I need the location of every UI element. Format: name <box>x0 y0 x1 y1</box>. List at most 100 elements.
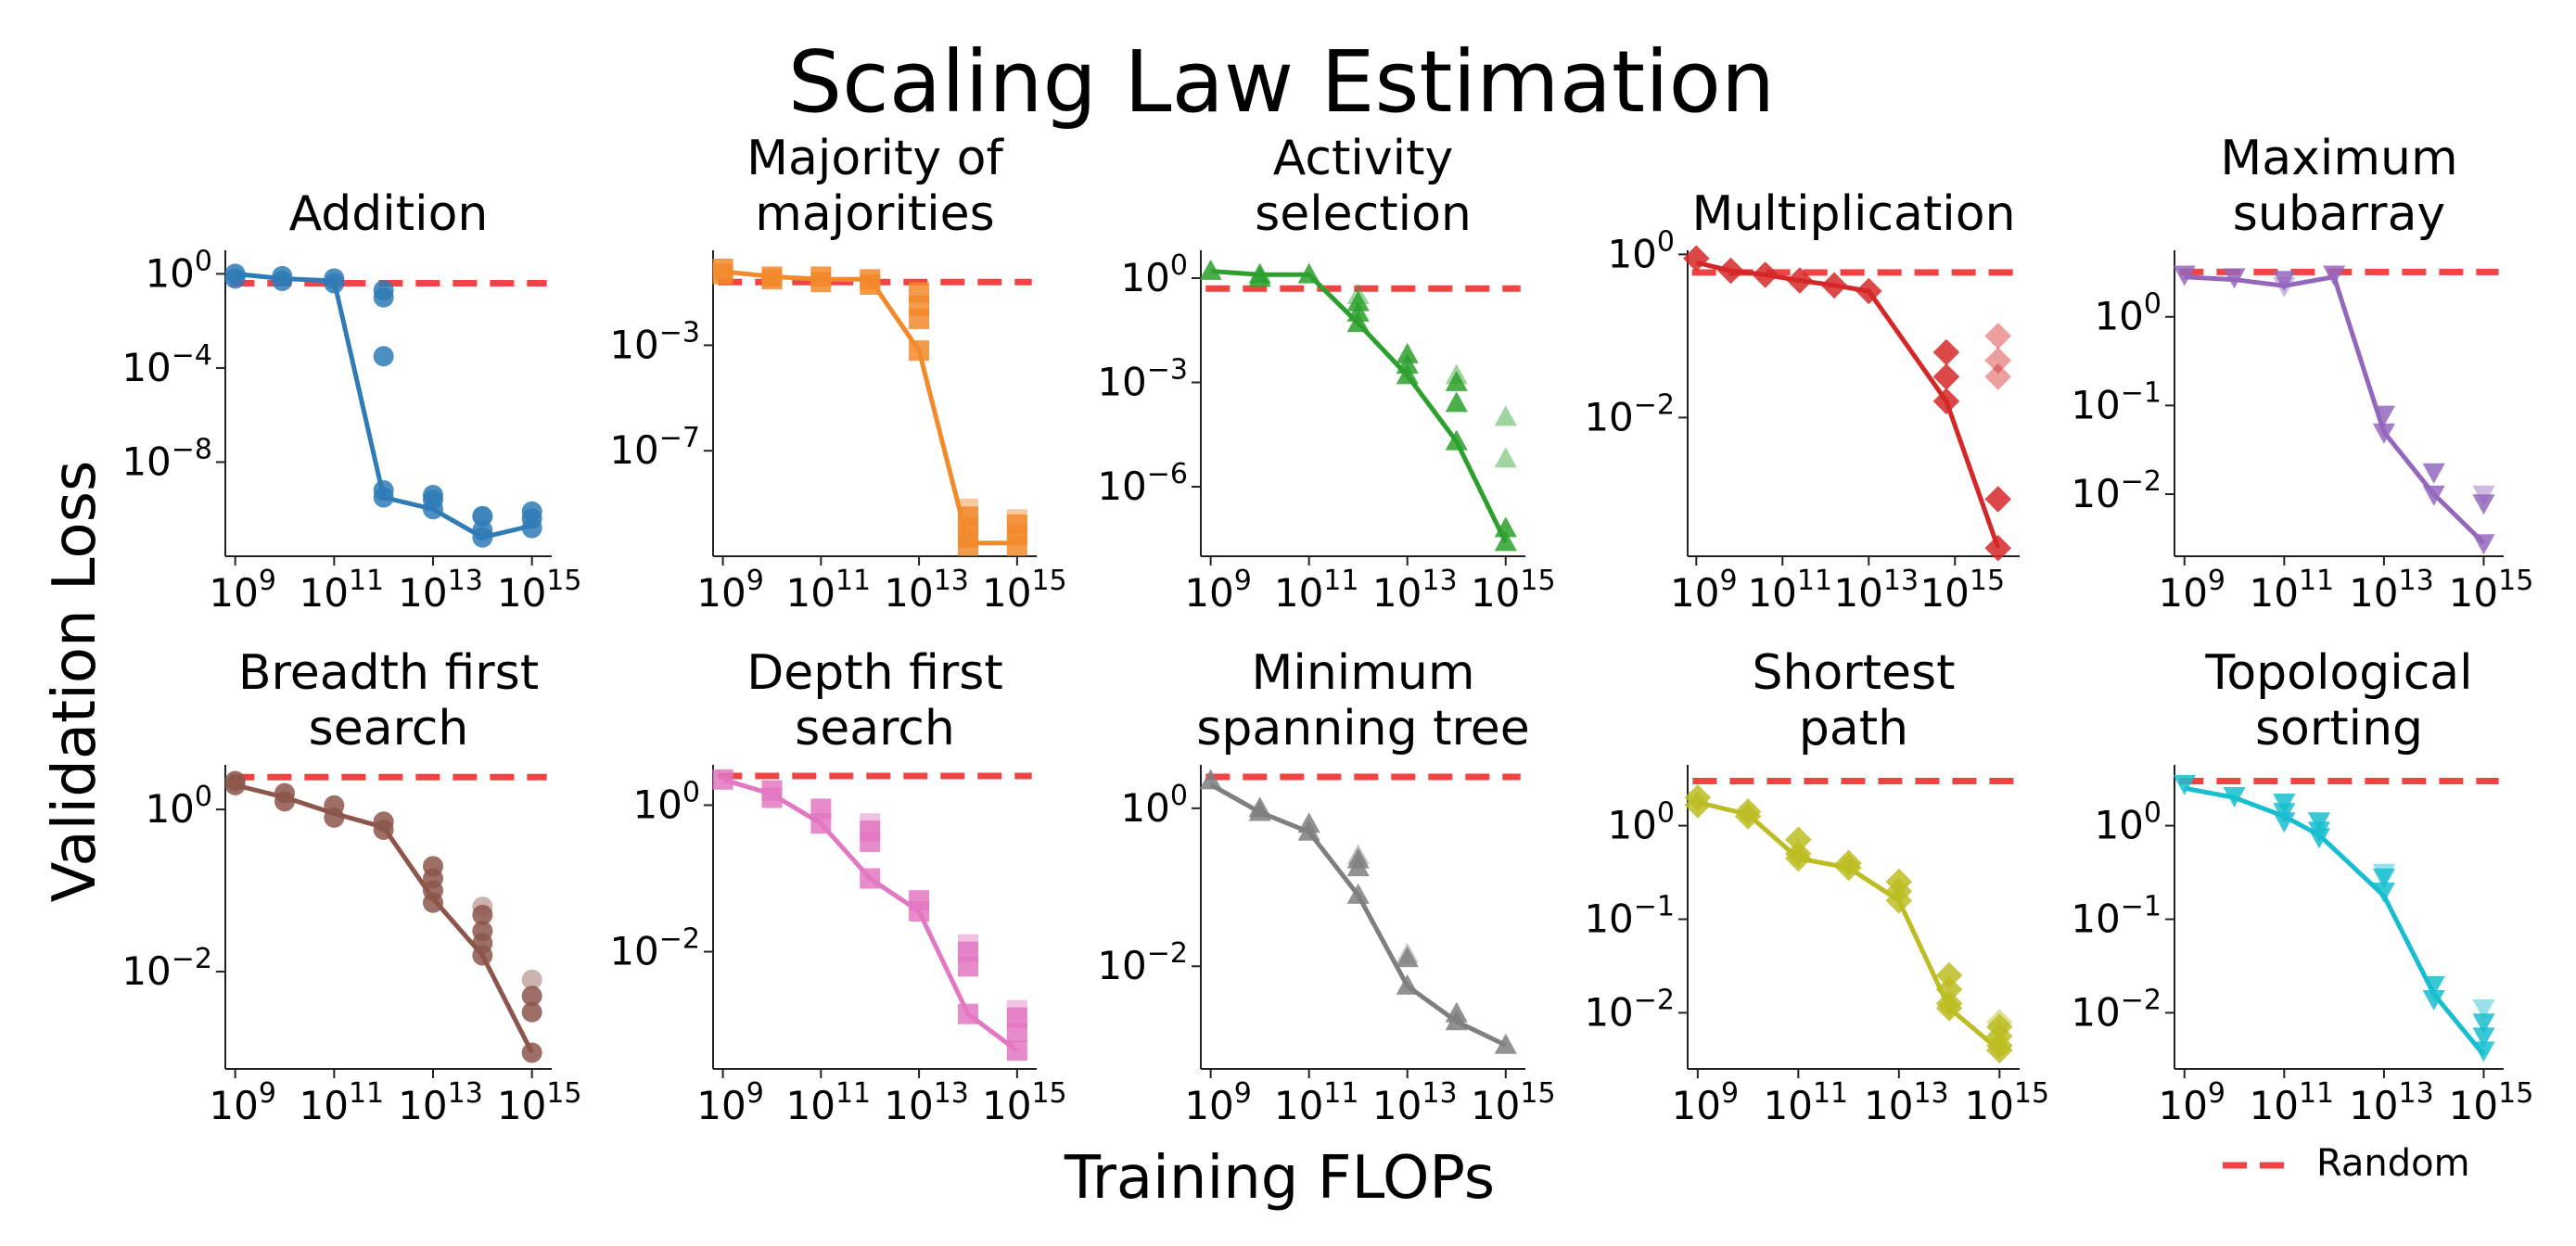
y-tick-label: 10−2 <box>1097 937 1188 988</box>
data-point <box>521 1001 542 1023</box>
subplot-title: selection <box>1255 186 1472 242</box>
x-tick-label: 109 <box>209 565 276 616</box>
x-tick-label: 1011 <box>2250 565 2335 616</box>
subplot-title: Depth first <box>746 645 1003 701</box>
x-tick-label: 1011 <box>300 565 385 616</box>
y-tick-label: 10−7 <box>609 422 700 473</box>
y-tick-label: 100 <box>2094 797 2162 848</box>
subplot-title: subarray <box>2233 186 2445 242</box>
subplot-title: Addition <box>289 186 489 242</box>
y-tick-label: 100 <box>632 776 700 827</box>
data-point <box>472 904 493 925</box>
series-line <box>722 269 1017 546</box>
data-point <box>1006 535 1027 556</box>
data-point <box>1006 1022 1027 1043</box>
y-tick-label: 10−8 <box>121 433 212 484</box>
x-tick-label: 1015 <box>2449 565 2534 616</box>
data-point <box>957 956 978 977</box>
data-point <box>1199 769 1222 790</box>
data-point <box>1346 856 1370 877</box>
data-point <box>2173 774 2196 795</box>
figure-ylabel: Validation Loss <box>41 461 109 903</box>
x-tick-label: 1011 <box>1764 1077 1849 1128</box>
x-tick-label: 109 <box>2158 565 2225 616</box>
y-tick-label: 10−2 <box>1584 984 1675 1035</box>
x-tick-label: 109 <box>696 565 764 616</box>
data-point <box>2472 494 2495 515</box>
subplot-title: majorities <box>755 186 995 242</box>
y-tick-label: 10−1 <box>1584 891 1675 942</box>
y-tick-label: 10−2 <box>609 923 700 974</box>
legend: Random <box>2223 1142 2470 1185</box>
x-tick-label: 1013 <box>1864 1077 1949 1128</box>
data-point <box>2273 271 2296 292</box>
data-point <box>1445 370 1468 391</box>
data-point <box>1346 290 1370 312</box>
series-line <box>1695 260 2001 550</box>
x-tick-label: 1015 <box>497 565 582 616</box>
data-point <box>1785 826 1812 854</box>
y-tick-label: 10−2 <box>2071 984 2162 1035</box>
x-tick-label: 1015 <box>497 1077 582 1128</box>
y-tick-label: 100 <box>1120 249 1188 300</box>
y-tick-label: 10−2 <box>121 943 212 994</box>
series-line <box>721 777 1019 1053</box>
y-tick-label: 10−6 <box>1097 458 1188 509</box>
x-tick-label: 1013 <box>884 565 969 616</box>
x-tick-label: 1011 <box>1274 1077 1359 1128</box>
data-point <box>224 774 246 795</box>
data-point <box>472 505 493 527</box>
data-point <box>1984 347 2012 375</box>
data-point <box>2472 999 2495 1021</box>
data-point <box>1932 363 1960 390</box>
subplot-title: search <box>795 701 955 756</box>
x-tick-label: 1013 <box>398 565 483 616</box>
x-tick-label: 1015 <box>2449 1077 2534 1128</box>
subplot-title: Multiplication <box>1691 186 2015 242</box>
x-tick-label: 1015 <box>1471 1077 1556 1128</box>
data-point <box>1682 245 1710 273</box>
series-line <box>235 271 533 540</box>
x-tick-label: 1013 <box>1372 565 1458 616</box>
subplot-title: Minimum <box>1252 645 1475 701</box>
x-tick-label: 1011 <box>300 1077 385 1128</box>
y-tick-label: 100 <box>145 781 212 832</box>
data-point <box>2472 1027 2495 1049</box>
y-tick-label: 10−2 <box>1584 388 1675 439</box>
x-tick-label: 109 <box>1670 565 1738 616</box>
data-point <box>1445 391 1468 413</box>
data-point <box>2422 463 2445 484</box>
x-tick-label: 1015 <box>982 1077 1067 1128</box>
subplot-title: search <box>309 701 469 756</box>
data-point <box>712 263 733 285</box>
x-tick-label: 1011 <box>786 1077 872 1128</box>
subplot-title: Shortest <box>1752 645 1955 701</box>
x-tick-label: 109 <box>2158 1077 2225 1128</box>
legend-random-label: Random <box>2316 1142 2470 1185</box>
data-point <box>712 769 733 790</box>
x-tick-label: 1013 <box>398 1077 483 1128</box>
series-line <box>235 782 534 1054</box>
subplot-title: Majority of <box>746 131 1004 186</box>
x-tick-label: 109 <box>1184 565 1252 616</box>
y-tick-label: 10−3 <box>1097 354 1188 405</box>
subplot-title: spanning tree <box>1196 701 1529 756</box>
data-point <box>1199 259 1222 280</box>
data-point <box>909 308 930 329</box>
subplot-panel: Addition 109 1011 1013 1015 100 10−4 10−8 <box>121 186 581 616</box>
subplot-title: path <box>1799 701 1908 756</box>
y-tick-label: 100 <box>145 245 212 296</box>
x-tick-label: 1011 <box>786 565 872 616</box>
data-point <box>957 535 978 556</box>
y-tick-label: 100 <box>1607 797 1675 848</box>
data-point <box>1494 405 1517 426</box>
x-tick-label: 1015 <box>1964 1077 2049 1128</box>
y-tick-label: 10−1 <box>2071 891 2162 942</box>
